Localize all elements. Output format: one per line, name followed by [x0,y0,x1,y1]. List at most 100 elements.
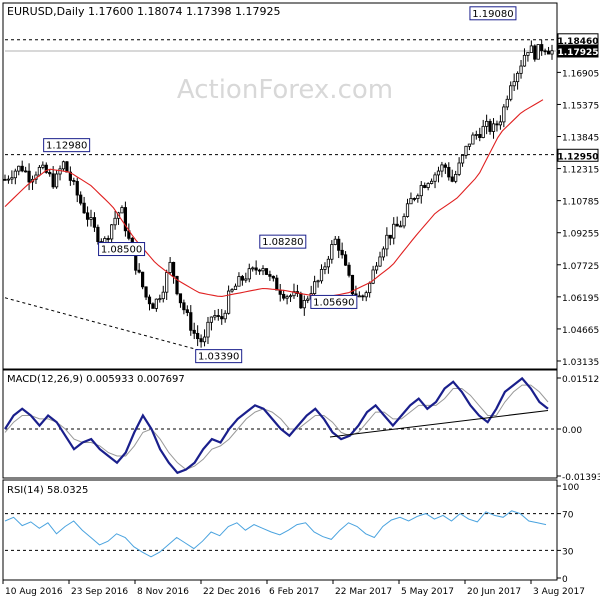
candle-body [385,234,389,250]
candle-body [529,45,533,53]
candle-body [24,170,28,173]
candle-body [168,261,172,273]
candle-body [540,44,544,52]
x-tick-label: 3 Aug 2017 [533,587,585,597]
y-tick-label: 1.16905 [562,69,599,79]
candle-body [271,275,275,279]
candle-body [240,276,244,281]
candle-body [357,295,361,298]
x-tick-label: 10 Aug 2016 [5,587,63,597]
price-tag-label: 1.18460 [558,37,599,47]
candle-body [491,123,496,132]
macd-lines [4,376,557,475]
candle-body [178,293,183,304]
price-axis: 1.03135 1.04665 1.06195 1.07725 1.09255 1.107… [557,33,599,368]
candle-body [51,173,55,188]
macd-panel-frame [2,369,558,479]
level-annotation-box [310,294,358,309]
macd-trendline [329,409,549,438]
candle-body [550,50,554,55]
candle-body [395,223,399,227]
y-tick-label: 1.04665 [562,326,599,336]
candle-body [330,244,334,260]
candle-body [488,120,492,132]
candle-body [151,303,155,309]
y-tick-label: -0.013938 [562,473,600,483]
y-tick-label: 1.07725 [562,262,599,272]
candle-body [399,225,403,228]
y-tick-label: 30 [562,547,574,557]
candle-body [202,336,207,343]
candle-body [189,312,193,331]
ema-path [4,99,544,298]
candle-body [196,332,200,340]
candle-body [230,289,234,292]
candle-body [113,217,117,226]
candle-body [419,185,423,197]
candle-body [526,52,530,56]
candle-body [144,286,148,298]
x-tick-label: 20 Jun 2017 [467,587,521,597]
candle-body [89,217,93,220]
rsi-line [4,510,557,558]
candle-body [536,44,540,60]
watermark: ActionForex.com [177,75,393,105]
candle-body [141,271,145,288]
candle-body [110,224,114,240]
y-tick-label: 1.10785 [562,198,599,208]
candle-body [515,72,520,83]
rsi-path [4,510,547,558]
x-axis: 10 Aug 2016 23 Sep 2016 8 Nov 2016 22 Dec 2… [2,580,585,597]
candle-body [502,106,506,123]
candle-body [185,309,189,313]
price-levels [4,39,557,357]
candle-body [27,170,31,183]
candle-body [474,134,478,136]
candle-body [175,275,179,295]
candle-body [161,291,165,300]
price-panel-frame [2,2,558,370]
x-tick-label: 8 Nov 2016 [137,587,189,597]
candle-body [171,261,176,277]
y-tick-label: 1.13845 [562,134,599,144]
candle-body [347,264,351,276]
candle-body [495,123,499,126]
y-tick-label: 70 [562,511,574,521]
trend-line [4,297,220,357]
x-tick-label: 5 May 2017 [401,587,454,597]
rsi-axis: 100 70 30 0 [557,483,579,585]
annotations: 1.12980 1.08500 1.08280 1.05690 1.03390 1.190… [43,6,517,364]
candle-body [285,296,289,299]
candle-body [478,134,482,138]
candle-body [120,207,124,214]
candle-body [147,296,152,305]
candle-body [268,274,272,277]
candle-body [326,258,330,268]
candle-body [509,85,513,100]
candle-body [337,238,341,251]
candle-body [378,256,382,267]
candle-body [58,168,62,175]
candle-body [37,166,42,176]
x-tick-label: 22 Dec 2016 [203,587,261,597]
y-tick-label: 100 [562,483,579,493]
candle-body [343,254,348,266]
candle-body [409,198,413,205]
candle-body [471,134,475,145]
candle-body [96,226,100,242]
candle-body [333,238,337,245]
candle-body [247,268,251,280]
y-tick-label: 1.03135 [562,358,599,368]
candle-body [65,161,69,173]
candle-body [361,295,365,298]
candle-body [75,181,79,196]
candle-body [48,172,52,175]
candle-body [79,194,83,204]
candle-body [68,171,72,181]
candle-body [233,285,238,290]
candle-body [454,174,458,182]
candle-body [416,195,420,199]
level-annotation-box [195,349,243,364]
y-tick-label: 0 [562,575,568,585]
y-tick-label: 1.06195 [562,294,599,304]
